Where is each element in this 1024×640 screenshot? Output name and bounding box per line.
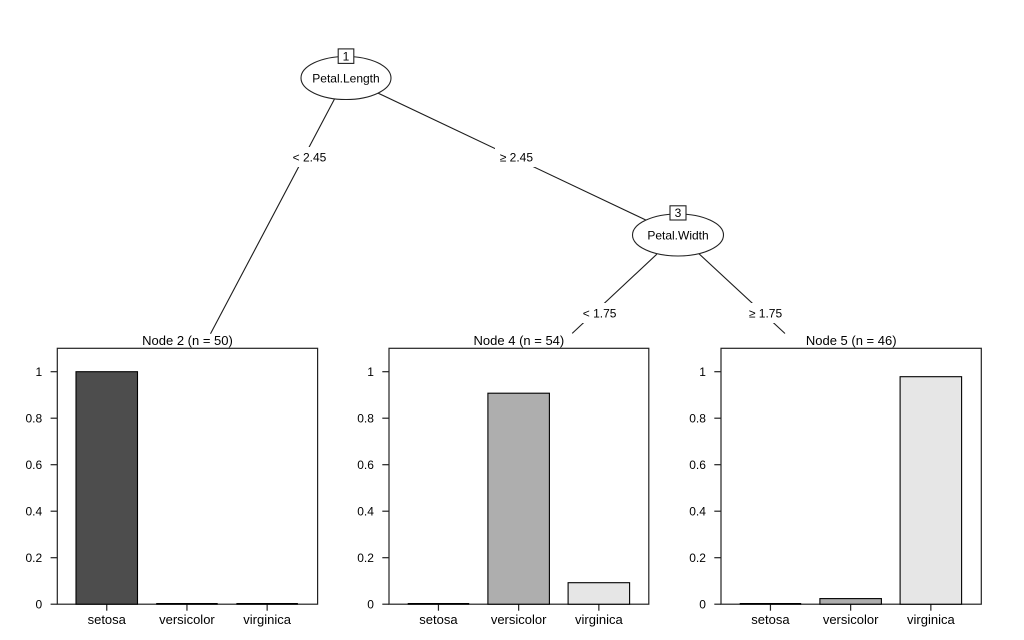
svg-text:versicolor: versicolor (491, 612, 547, 627)
svg-text:0.6: 0.6 (357, 458, 374, 472)
svg-text:Node 2 (n = 50): Node 2 (n = 50) (142, 333, 233, 348)
svg-text:0.6: 0.6 (689, 458, 706, 472)
svg-text:Petal.Length: Petal.Length (312, 71, 379, 85)
svg-text:≥ 1.75: ≥ 1.75 (749, 306, 783, 320)
svg-text:≥ 2.45: ≥ 2.45 (500, 150, 534, 164)
svg-text:0.8: 0.8 (357, 412, 374, 426)
svg-text:0: 0 (367, 598, 374, 612)
svg-text:1: 1 (343, 49, 350, 63)
svg-text:0.2: 0.2 (357, 551, 374, 565)
svg-text:Petal.Width: Petal.Width (647, 228, 708, 242)
svg-text:versicolor: versicolor (823, 612, 879, 627)
svg-text:0.4: 0.4 (357, 505, 374, 519)
svg-text:0.6: 0.6 (26, 458, 43, 472)
svg-text:0.4: 0.4 (689, 505, 706, 519)
svg-text:0: 0 (36, 598, 43, 612)
svg-text:0.2: 0.2 (689, 551, 706, 565)
svg-text:versicolor: versicolor (159, 612, 215, 627)
svg-text:virginica: virginica (907, 612, 955, 627)
svg-text:< 2.45: < 2.45 (293, 150, 327, 164)
svg-text:virginica: virginica (243, 612, 291, 627)
svg-text:Node 4 (n = 54): Node 4 (n = 54) (474, 333, 565, 348)
svg-text:Node 5 (n = 46): Node 5 (n = 46) (806, 333, 897, 348)
svg-text:virginica: virginica (575, 612, 623, 627)
svg-text:< 1.75: < 1.75 (583, 306, 617, 320)
svg-text:setosa: setosa (88, 612, 127, 627)
svg-text:1: 1 (367, 365, 374, 379)
svg-text:0.2: 0.2 (26, 551, 43, 565)
svg-text:0: 0 (699, 598, 706, 612)
svg-text:3: 3 (675, 206, 682, 220)
svg-text:setosa: setosa (419, 612, 458, 627)
svg-text:setosa: setosa (751, 612, 790, 627)
svg-text:0.8: 0.8 (689, 412, 706, 426)
svg-text:1: 1 (36, 365, 43, 379)
svg-text:0.4: 0.4 (26, 505, 43, 519)
svg-text:1: 1 (699, 365, 706, 379)
svg-text:0.8: 0.8 (26, 412, 43, 426)
